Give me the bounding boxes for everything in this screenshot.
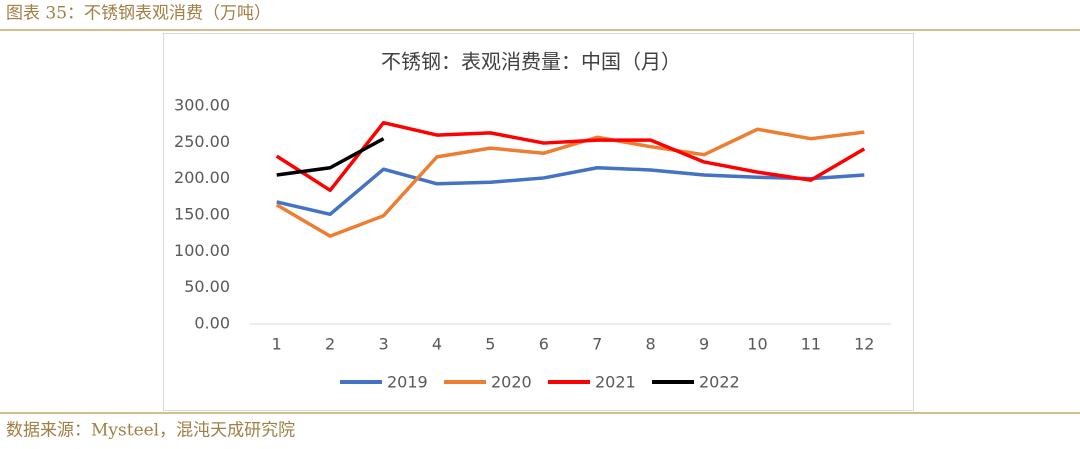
- footer-source: 数据来源：Mysteel，混沌天成研究院: [6, 421, 295, 441]
- x-tick-label: 1: [272, 335, 282, 354]
- x-tick-label: 12: [854, 335, 874, 354]
- y-tick-label: 50.00: [184, 277, 230, 296]
- y-tick-label: 150.00: [174, 205, 230, 224]
- x-tick-label: 7: [592, 335, 602, 354]
- chart-frame: [163, 33, 914, 411]
- legend-label: 2021: [595, 373, 636, 392]
- x-tick-label: 6: [539, 335, 549, 354]
- x-tick-label: 5: [485, 335, 495, 354]
- y-tick-label: 0.00: [194, 314, 230, 333]
- header-title: 图表 35：不锈钢表观消费（万吨）: [6, 4, 271, 24]
- chart-title: 不锈钢：表观消费量：中国（月）: [381, 50, 681, 74]
- y-tick-label: 250.00: [174, 132, 230, 151]
- y-tick-label: 100.00: [174, 241, 230, 260]
- line-series: [275, 127, 865, 238]
- x-tick-label: 4: [432, 335, 442, 354]
- legend-label: 2019: [387, 373, 428, 392]
- x-tick-label: 3: [378, 335, 388, 354]
- line-series: [276, 166, 865, 217]
- x-tick-label: 9: [699, 335, 709, 354]
- line-series: [276, 137, 385, 177]
- line-series: [275, 120, 866, 193]
- y-tick-label: 300.00: [174, 96, 230, 115]
- x-tick-label: 11: [801, 335, 821, 354]
- x-tick-label: 2: [325, 335, 335, 354]
- x-tick-label: 8: [646, 335, 656, 354]
- legend-label: 2022: [699, 373, 740, 392]
- y-tick-label: 200.00: [174, 168, 230, 187]
- legend-label: 2020: [491, 373, 532, 392]
- x-tick-label: 10: [747, 335, 767, 354]
